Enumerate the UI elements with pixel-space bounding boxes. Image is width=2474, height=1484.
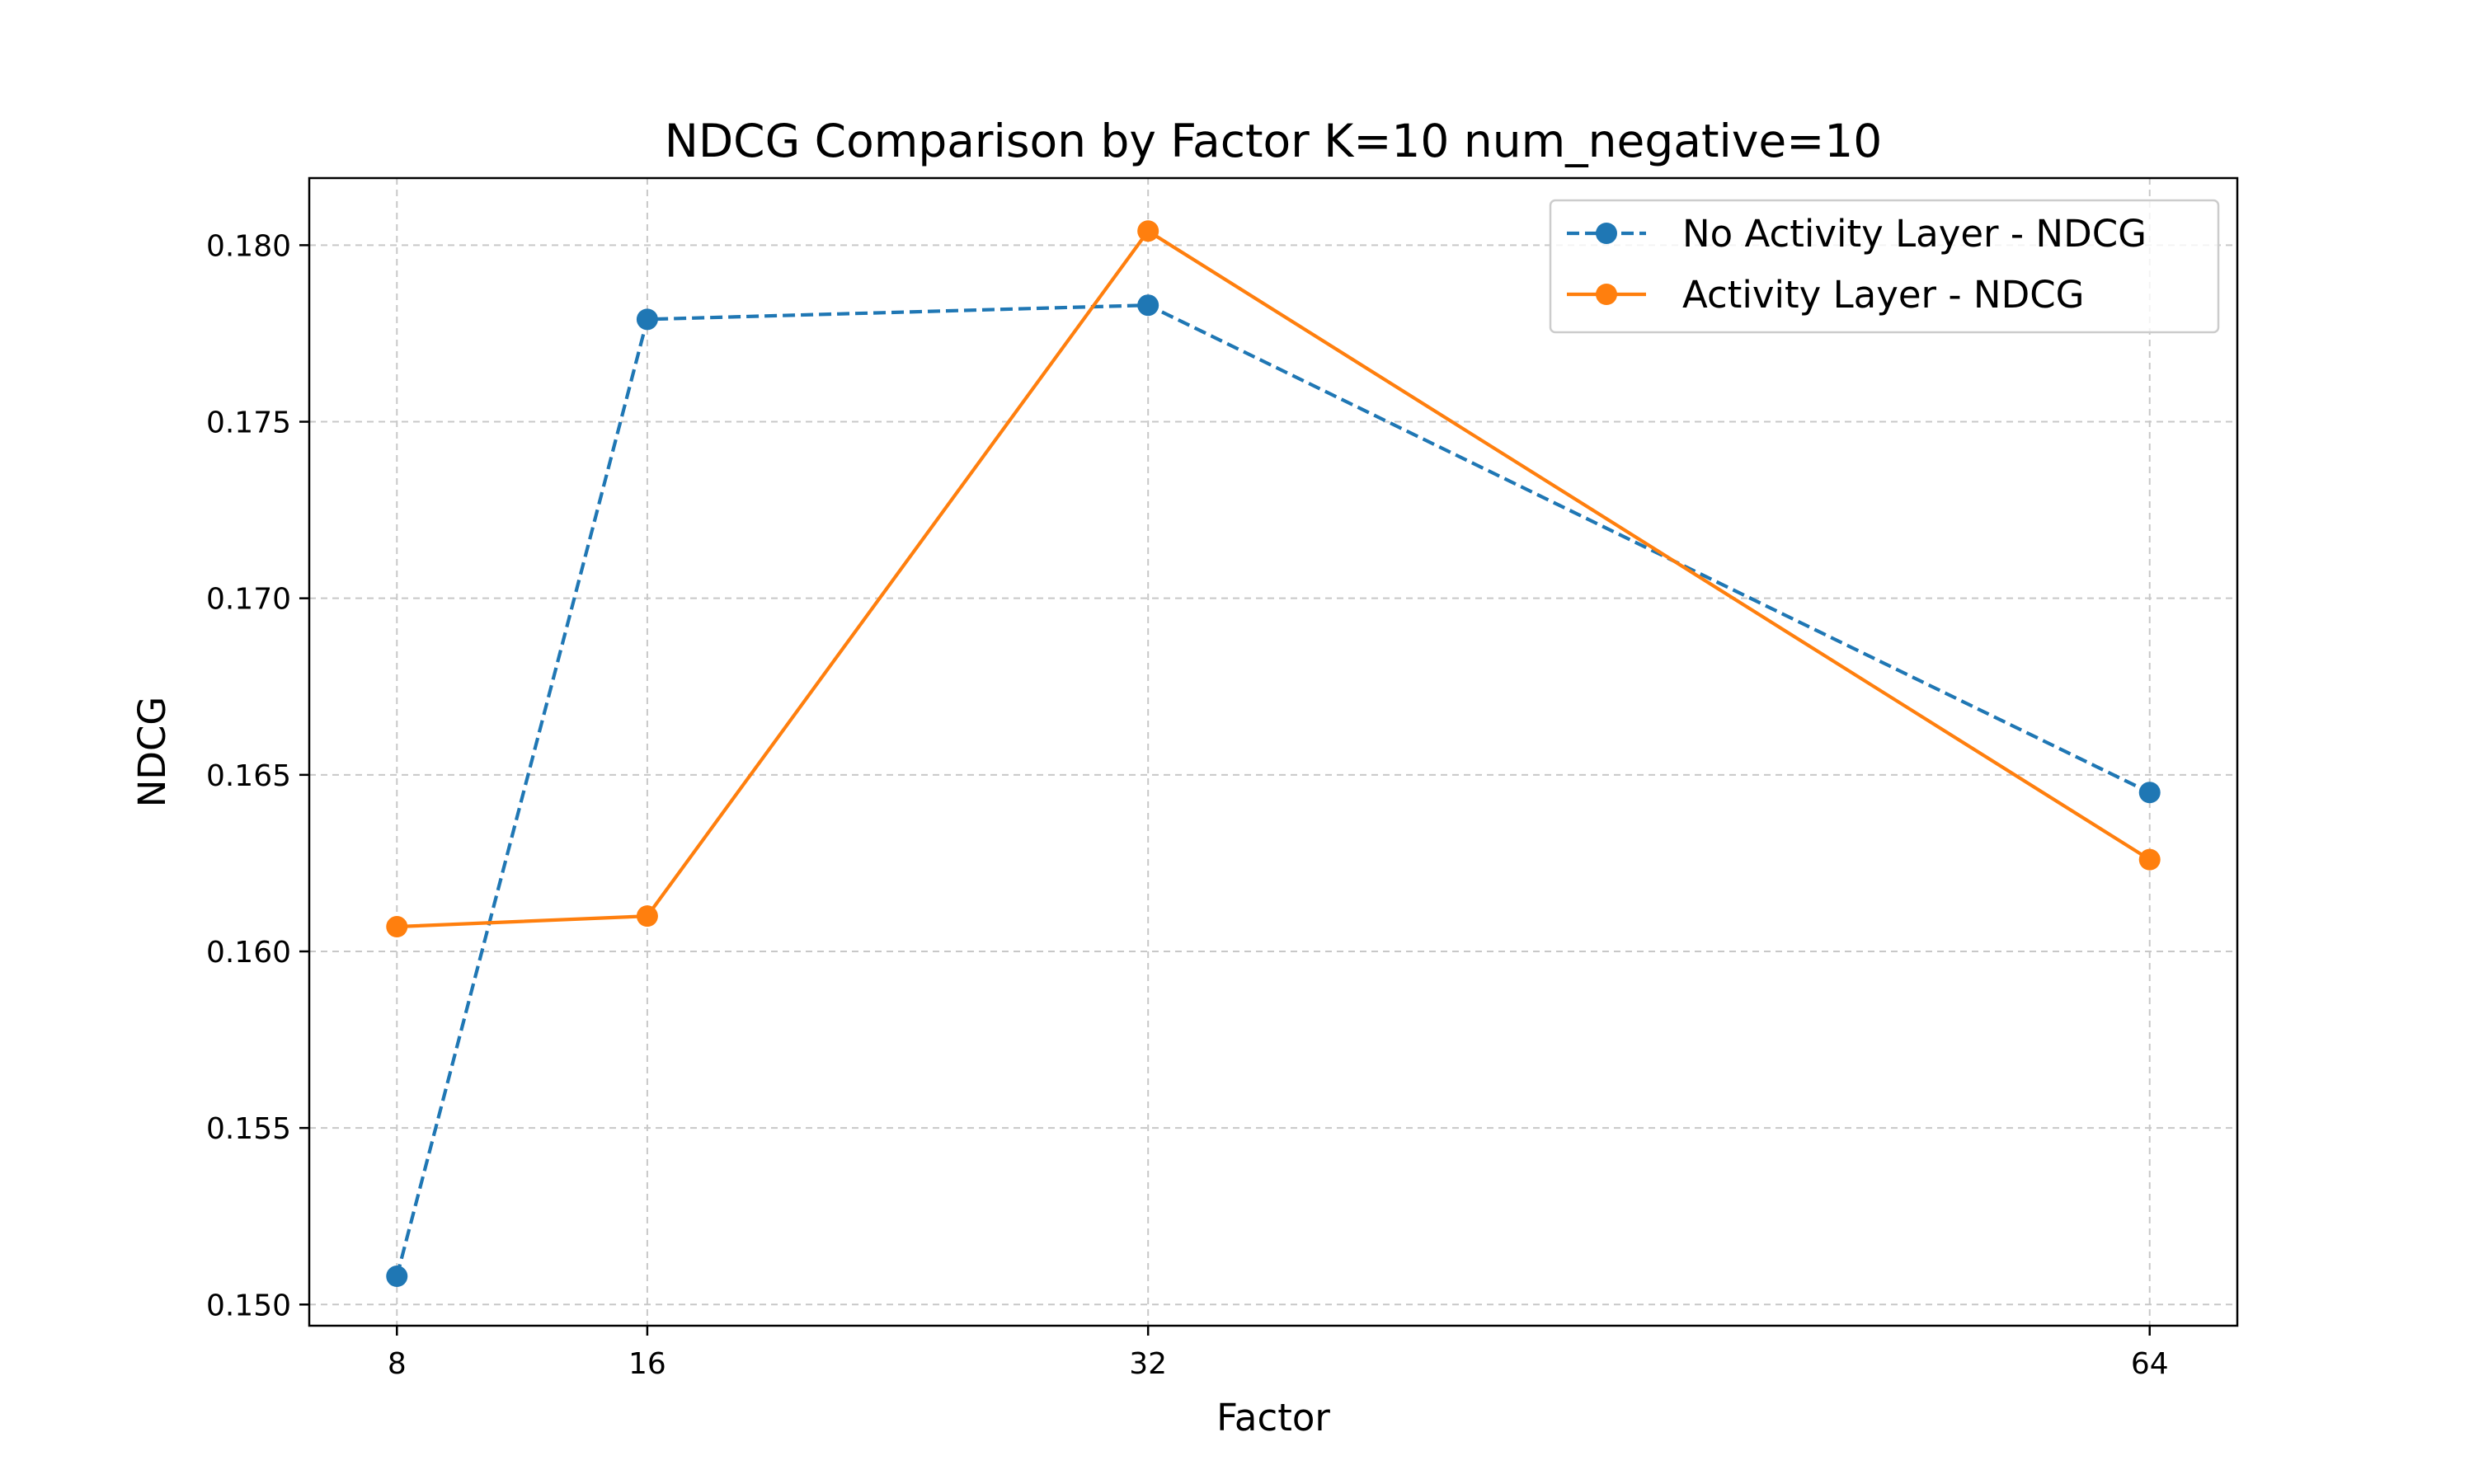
y-tick-label: 0.165 [206,759,291,793]
plot-area [308,176,2239,1327]
series-line-activity [397,229,2151,929]
data-point-no-activity [1137,294,1159,317]
x-tick-label: 16 [628,1347,666,1381]
y-axis-ticks: 0.150 0.155 0.160 0.165 0.170 0.175 0.180 [206,229,309,1322]
legend-label-activity: Activity Layer - NDCG [1682,273,2085,317]
data-point-no-activity [2138,782,2161,804]
y-tick-label: 0.150 [206,1289,291,1322]
data-point-activity [1137,220,1159,242]
x-tick-label: 64 [2131,1347,2169,1381]
series-layer [386,220,2161,1288]
x-tick-label: 8 [388,1347,407,1381]
y-tick-label: 0.175 [206,406,291,440]
y-axis-label: NDCG [130,697,174,808]
y-tick-label: 0.180 [206,229,291,263]
series-line-no-activity [395,303,2151,1277]
x-tick-label: 32 [1129,1347,1167,1381]
y-tick-label: 0.170 [206,583,291,617]
y-tick-label: 0.155 [206,1112,291,1146]
x-axis-label: Factor [1216,1396,1330,1439]
legend: No Activity Layer - NDCG Activity Layer … [1549,199,2220,334]
legend-marker-activity [1596,284,1617,305]
data-point-no-activity [386,1266,408,1288]
legend-marker-no-activity [1596,223,1617,244]
data-point-activity [386,916,408,938]
x-axis-ticks: 8 16 32 64 [388,1326,2169,1381]
legend-frame [1549,199,2220,334]
data-point-no-activity [636,308,658,331]
y-tick-label: 0.160 [206,936,291,970]
data-point-activity [2138,848,2161,871]
data-point-activity [636,905,658,928]
legend-label-no-activity: No Activity Layer - NDCG [1682,212,2147,256]
chart-title: NDCG Comparison by Factor K=10 num_negat… [665,115,1883,167]
